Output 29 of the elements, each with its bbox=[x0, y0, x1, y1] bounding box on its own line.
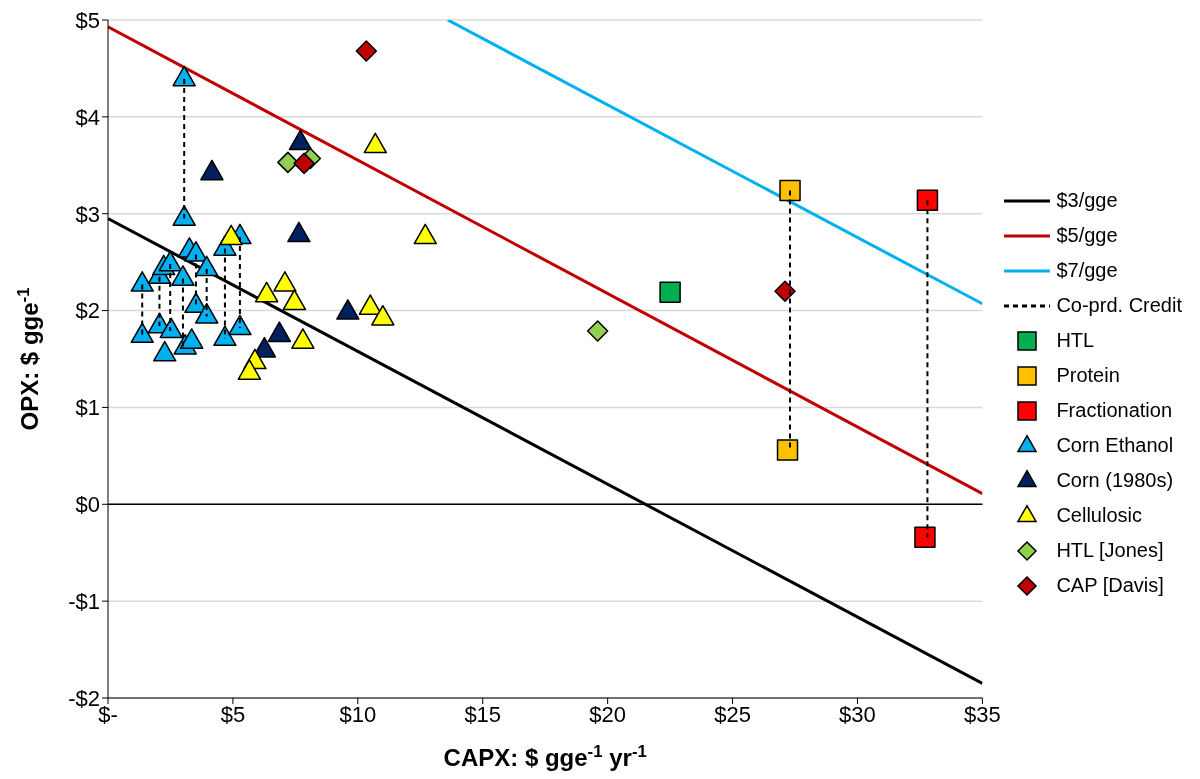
legend-label: Fractionation bbox=[1056, 399, 1173, 422]
y-tick-label: -$1 bbox=[68, 588, 100, 614]
y-tick-label: $3 bbox=[75, 201, 100, 227]
legend-label: HTL [Jones] bbox=[1056, 539, 1164, 562]
legend-label: $5/gge bbox=[1056, 224, 1118, 247]
legend-label: Cellulosic bbox=[1056, 504, 1142, 527]
y-tick-label: $1 bbox=[75, 395, 100, 421]
y-tick-label: $5 bbox=[75, 7, 100, 33]
y-tick-label: $2 bbox=[75, 298, 100, 324]
x-tick-label: $30 bbox=[839, 701, 876, 727]
x-tick-label: $20 bbox=[589, 701, 627, 727]
x-tick-label: $10 bbox=[339, 701, 377, 727]
legend-label: Corn (1980s) bbox=[1056, 469, 1174, 492]
legend-label: $3/gge bbox=[1056, 189, 1118, 212]
x-tick-label: $- bbox=[98, 701, 118, 727]
x-axis-title: CAPX: $ gge$^{-1}$ yr$^{-1}$ bbox=[443, 741, 647, 771]
x-tick-label: $35 bbox=[964, 701, 1001, 727]
legend-label: Co-prd. Credit bbox=[1056, 294, 1182, 317]
y-tick-label: $0 bbox=[75, 492, 100, 518]
x-tick-label: $25 bbox=[714, 701, 751, 727]
legend-label: HTL bbox=[1056, 329, 1095, 352]
legend-label: Protein bbox=[1056, 364, 1120, 387]
y-tick-label: $4 bbox=[75, 104, 100, 130]
x-tick-label: $15 bbox=[464, 701, 502, 727]
y-tick-label: -$2 bbox=[68, 685, 100, 711]
legend-label: Corn Ethanol bbox=[1056, 434, 1174, 457]
legend-label: CAP [Davis] bbox=[1056, 574, 1164, 597]
x-tick-label: $5 bbox=[220, 701, 246, 727]
legend-label: $7/gge bbox=[1056, 259, 1118, 282]
